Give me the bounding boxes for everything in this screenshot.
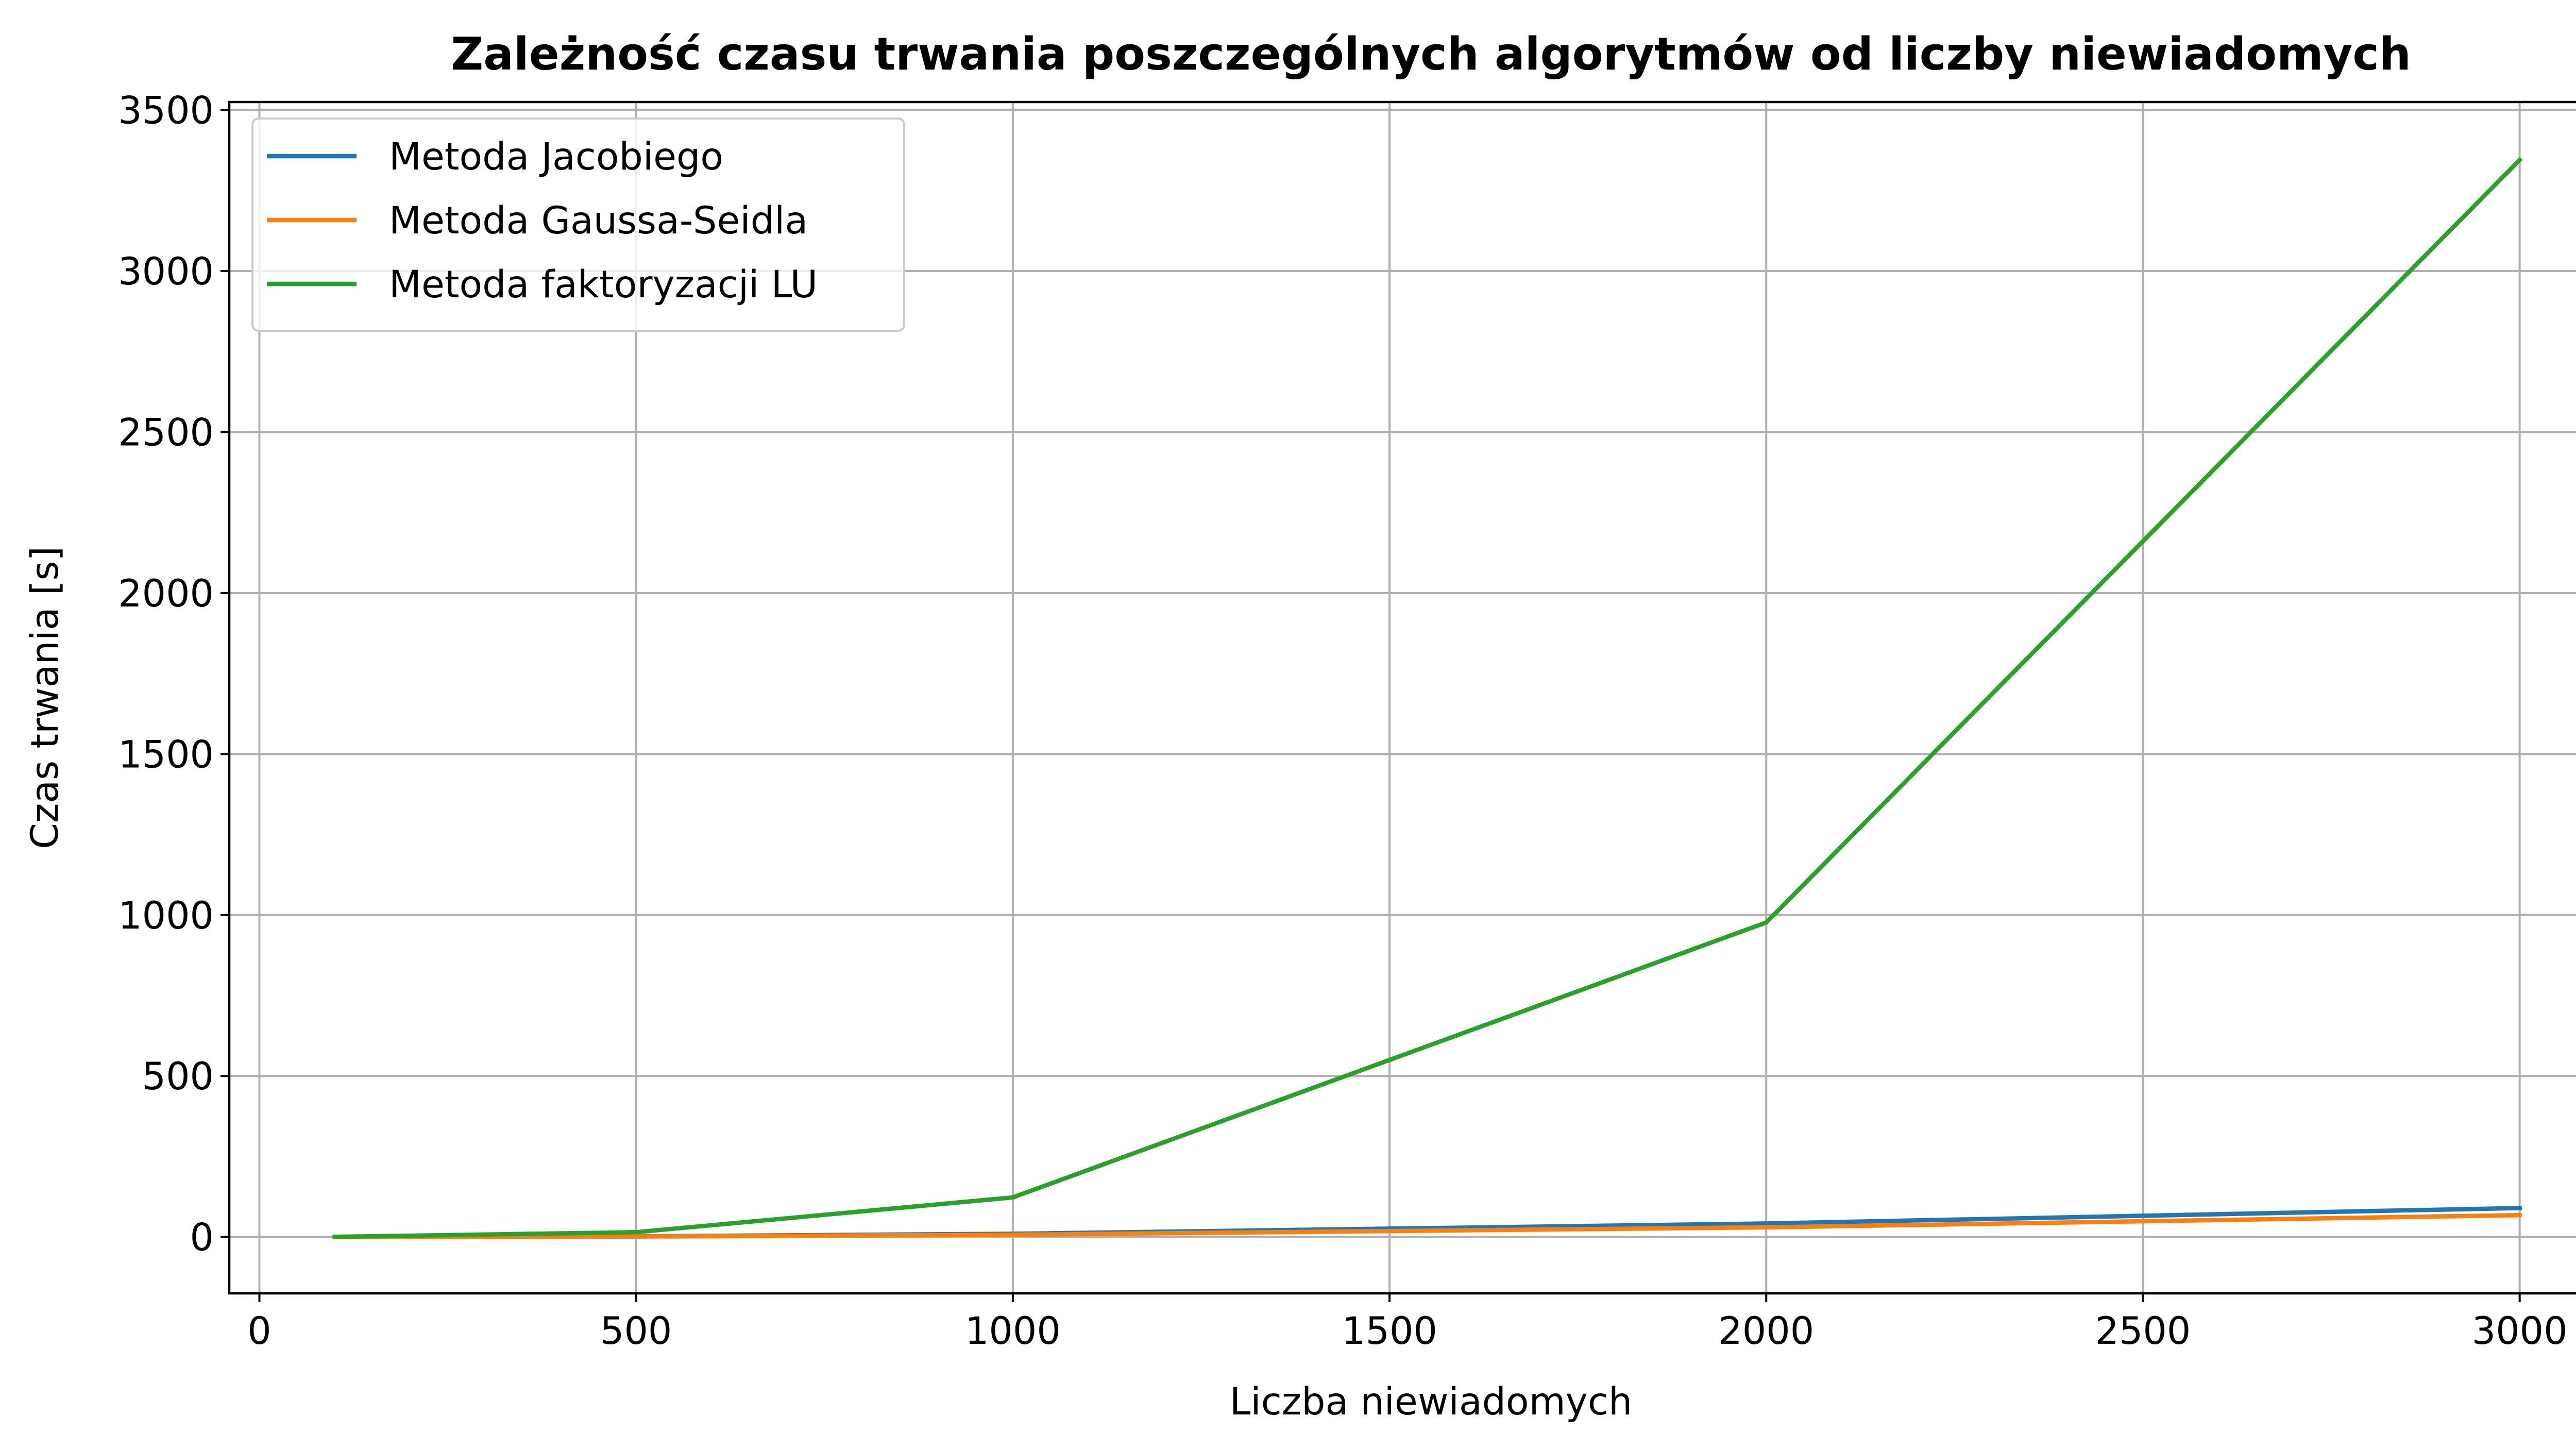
x-tick-label: 2500 (2095, 1309, 2191, 1353)
y-tick-label: 500 (142, 1055, 214, 1099)
y-tick-label: 1500 (118, 733, 214, 777)
y-tick-label: 3500 (118, 89, 214, 133)
x-axis-label: Liczba niewiadomych (1230, 1380, 1633, 1424)
x-tick-label: 2000 (1718, 1309, 1814, 1353)
plot-frame (228, 100, 2576, 1295)
x-tick-label: 0 (247, 1309, 271, 1353)
y-tick-label: 0 (190, 1216, 214, 1260)
series-line-2 (332, 1212, 2522, 1239)
x-tick-label: 1000 (965, 1309, 1061, 1353)
y-tick-label: 3000 (118, 250, 214, 294)
legend-label-3: Metoda faktoryzacji LU (389, 263, 818, 307)
series-lines (332, 157, 2523, 1239)
legend-label-1: Metoda Jacobiego (389, 135, 723, 179)
y-tick-label: 1000 (118, 894, 214, 938)
series-line-3 (332, 157, 2523, 1239)
y-tick-label: 2500 (118, 411, 214, 454)
chart-title: Zależność czasu trwania poszczególnych a… (451, 28, 2411, 80)
legend-label-2: Metoda Gaussa-Seidla (389, 199, 808, 243)
axis-ticks: 0 500 1000 1500 2000 2500 3000 0 500 1000 1500 2000… (118, 89, 2567, 1353)
y-axis-label: Czas trwania [s] (23, 546, 67, 849)
x-tick-label: 500 (600, 1309, 672, 1353)
x-tick-label: 3000 (2472, 1309, 2568, 1353)
legend: Metoda Jacobiego Metoda Gaussa-Seidla Meto… (251, 117, 905, 332)
x-tick-label: 1500 (1342, 1309, 1437, 1353)
y-tick-label: 2000 (118, 572, 214, 616)
legend-box (251, 117, 905, 332)
